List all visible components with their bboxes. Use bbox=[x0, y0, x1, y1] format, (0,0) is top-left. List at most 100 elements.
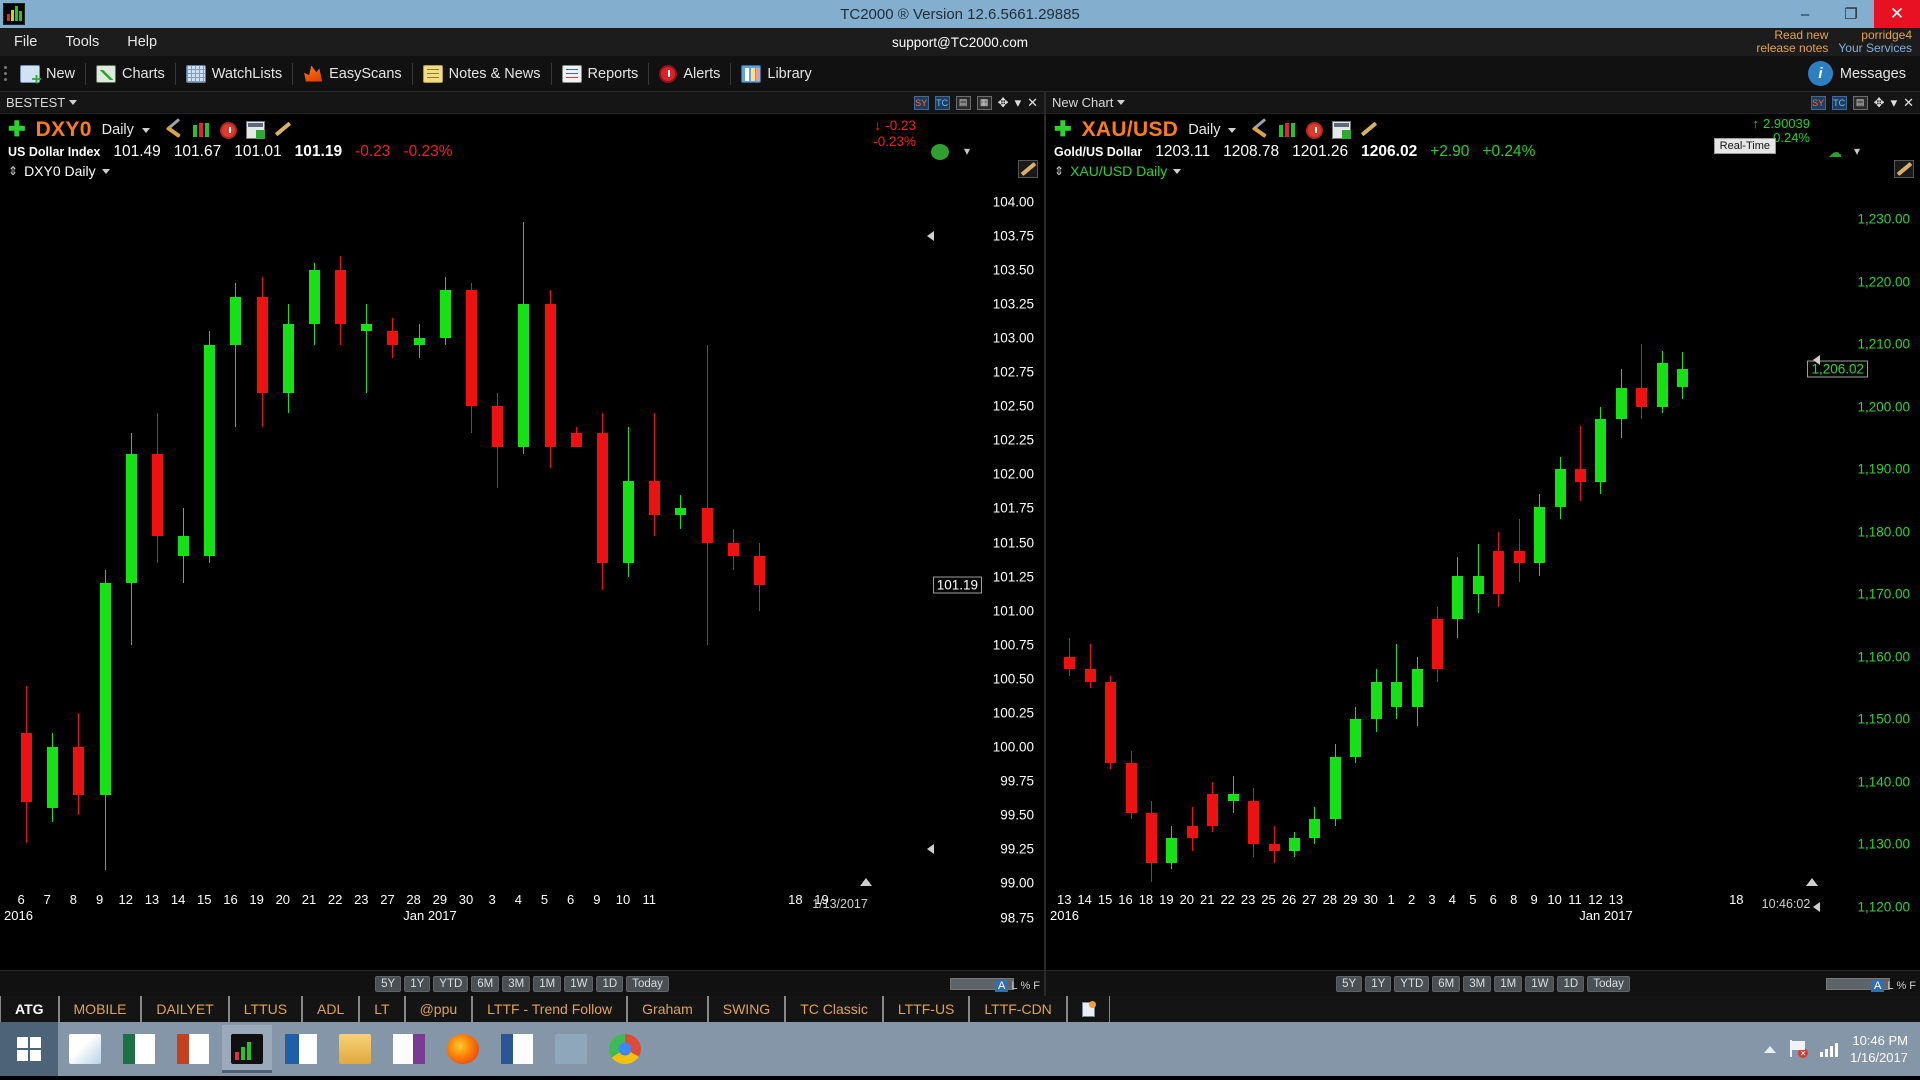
toolbar-reports-button[interactable]: Reports bbox=[552, 56, 649, 92]
left-corner-keys[interactable]: A L % F bbox=[995, 980, 1040, 992]
taskbar-outlook-icon[interactable] bbox=[276, 1025, 326, 1073]
taskbar-tc2000-icon[interactable] bbox=[222, 1025, 272, 1073]
right-pane-tab[interactable]: New Chart bbox=[1052, 95, 1126, 110]
action-center-flag-icon[interactable]: ✕ bbox=[1788, 1040, 1809, 1058]
right-key-percent[interactable]: % bbox=[1896, 980, 1907, 992]
left-timeframe-select[interactable]: Daily bbox=[102, 122, 150, 138]
timeframe-button-3m[interactable]: 3M bbox=[1463, 975, 1492, 992]
chevron-down-icon[interactable]: ▾ bbox=[1853, 144, 1860, 158]
close-icon[interactable]: ✕ bbox=[1903, 94, 1914, 110]
watchlist-tab-tc-classic[interactable]: TC Classic bbox=[785, 996, 883, 1022]
timeframe-button-ytd[interactable]: YTD bbox=[1394, 975, 1430, 992]
left-timeframe-buttons[interactable]: 5Y 1Y YTD 6M 3M 1M 1W 1D Today bbox=[375, 975, 669, 992]
left-key-l[interactable]: L bbox=[1011, 980, 1018, 992]
timeframe-button-1y[interactable]: 1Y bbox=[404, 975, 431, 992]
left-symbol[interactable]: DXY0 bbox=[35, 118, 92, 141]
tools-icon[interactable] bbox=[1250, 121, 1269, 139]
toolbar-notes-news-button[interactable]: Notes & News bbox=[413, 56, 551, 92]
taskbar-chrome-icon[interactable] bbox=[600, 1025, 650, 1073]
toolbar-watchlists-button[interactable]: WatchLists bbox=[176, 56, 292, 92]
left-chart-area[interactable]: 104.00 103.75 103.50 103.25 103.00 102.75 102.… bbox=[0, 160, 1044, 938]
menu-item-tools[interactable]: Tools bbox=[65, 34, 100, 50]
toolbar-new-button[interactable]: New bbox=[10, 56, 85, 92]
timeframe-button-1w[interactable]: 1W bbox=[564, 975, 594, 992]
left-key-percent[interactable]: % bbox=[1020, 980, 1031, 992]
left-pane-tab[interactable]: BESTEST bbox=[6, 95, 78, 110]
minimize-button[interactable]: – bbox=[1800, 5, 1810, 23]
left-key-f[interactable]: F bbox=[1033, 980, 1040, 992]
watchlist-tab-lt[interactable]: LT bbox=[359, 996, 405, 1022]
toolbar-library-button[interactable]: Library bbox=[731, 56, 821, 92]
left-price-axis[interactable]: 104.00 103.75 103.50 103.25 103.00 102.75 102.… bbox=[924, 188, 1044, 938]
move-icon[interactable]: ✥ bbox=[1873, 94, 1885, 110]
calendar-add-icon[interactable] bbox=[1332, 121, 1352, 139]
timeframe-button-ytd[interactable]: YTD bbox=[433, 975, 469, 992]
tc-toggle-icon[interactable]: TC bbox=[934, 95, 950, 110]
network-signal-icon[interactable] bbox=[1820, 1041, 1839, 1057]
windows-start-icon[interactable] bbox=[0, 1022, 58, 1076]
right-plot[interactable] bbox=[1054, 188, 1810, 938]
chevron-icon[interactable]: ▾ bbox=[1014, 94, 1022, 110]
alarm-clock-icon[interactable] bbox=[219, 121, 237, 139]
toolbar-charts-button[interactable]: Charts bbox=[86, 56, 175, 92]
right-drawing-pen-button[interactable] bbox=[1894, 160, 1914, 178]
grid-icon[interactable]: ▦ bbox=[976, 95, 992, 110]
taskbar-word-icon[interactable] bbox=[492, 1025, 542, 1073]
show-hidden-icons-icon[interactable] bbox=[1764, 1045, 1777, 1053]
toolbar-drag-handle[interactable] bbox=[0, 62, 10, 86]
close-icon[interactable]: ✕ bbox=[1027, 94, 1038, 110]
right-symbol[interactable]: XAU/USD bbox=[1081, 118, 1179, 141]
user-account-link[interactable]: porridge4 Your Services bbox=[1838, 29, 1912, 55]
right-corner-keys[interactable]: A L % F bbox=[1871, 980, 1916, 992]
sy-toggle-icon[interactable]: SY bbox=[1810, 95, 1826, 110]
right-price-axis[interactable]: 1,230.00 1,220.00 1,210.00 1,200.00 1,190.00… bbox=[1807, 188, 1920, 938]
timeframe-button-6m[interactable]: 6M bbox=[1432, 975, 1461, 992]
watchlist-tab-ppu[interactable]: @ppu bbox=[404, 996, 473, 1022]
taskbar-paint-icon[interactable] bbox=[60, 1025, 110, 1073]
left-key-a[interactable]: A bbox=[995, 980, 1009, 992]
timeframe-button-today[interactable]: Today bbox=[626, 975, 669, 992]
timeframe-button-1m[interactable]: 1M bbox=[533, 975, 562, 992]
taskbar-onenote-icon[interactable] bbox=[384, 1025, 434, 1073]
messages-button[interactable]: i Messages bbox=[1807, 61, 1920, 86]
watchlist-tab-swing[interactable]: SWING bbox=[707, 996, 786, 1022]
timeframe-button-6m[interactable]: 6M bbox=[471, 975, 500, 992]
timeframe-button-today[interactable]: Today bbox=[1587, 975, 1630, 992]
right-key-a[interactable]: A bbox=[1871, 980, 1885, 992]
watchlist-tab-mobile[interactable]: MOBILE bbox=[58, 996, 142, 1022]
bars-indicator-icon[interactable] bbox=[1278, 121, 1297, 139]
watchlist-tab-graham[interactable]: Graham bbox=[627, 996, 708, 1022]
menu-item-file[interactable]: File bbox=[14, 34, 38, 50]
timeframe-button-3m[interactable]: 3M bbox=[502, 975, 531, 992]
calendar-add-icon[interactable] bbox=[245, 121, 265, 139]
right-chart-area[interactable]: 1,230.00 1,220.00 1,210.00 1,200.00 1,190.00… bbox=[1046, 160, 1920, 938]
tools-icon[interactable] bbox=[164, 121, 183, 139]
taskbar-file-explorer-icon[interactable] bbox=[330, 1025, 380, 1073]
sy-toggle-icon[interactable]: SY bbox=[913, 95, 929, 110]
add-symbol-button[interactable]: ✚ bbox=[1054, 118, 1072, 141]
watchlist-tab-adl[interactable]: ADL bbox=[302, 996, 360, 1022]
timeframe-button-1w[interactable]: 1W bbox=[1525, 975, 1555, 992]
menu-item-help[interactable]: Help bbox=[127, 34, 158, 50]
watchlist-tab-lttf-trend-follow[interactable]: LTTF - Trend Follow bbox=[472, 996, 628, 1022]
save-icon[interactable]: ▤ bbox=[955, 95, 971, 110]
timeframe-button-1y[interactable]: 1Y bbox=[1365, 975, 1392, 992]
add-symbol-button[interactable]: ✚ bbox=[8, 118, 26, 141]
left-subtitle-row[interactable]: ⇕ DXY0 Daily bbox=[0, 161, 1044, 179]
watchlist-tab-dailyet[interactable]: DAILYET bbox=[141, 996, 229, 1022]
taskbar-excel-icon[interactable] bbox=[114, 1025, 164, 1073]
maximize-button[interactable]: ❐ bbox=[1844, 6, 1858, 23]
close-button[interactable]: ✕ bbox=[1874, 0, 1920, 28]
right-key-l[interactable]: L bbox=[1887, 980, 1894, 992]
right-key-f[interactable]: F bbox=[1909, 980, 1916, 992]
watchlist-tab-atg[interactable]: ATG bbox=[0, 996, 59, 1022]
chevron-down-icon[interactable]: ▾ bbox=[963, 144, 970, 158]
pencil-icon[interactable] bbox=[274, 121, 293, 139]
bars-indicator-icon[interactable] bbox=[192, 121, 211, 139]
right-timeframe-buttons[interactable]: 5Y 1Y YTD 6M 3M 1M 1W 1D Today bbox=[1336, 975, 1630, 992]
left-plot[interactable] bbox=[8, 188, 924, 938]
watchlist-tab-lttus[interactable]: LTTUS bbox=[228, 996, 303, 1022]
save-icon[interactable]: ▤ bbox=[1852, 95, 1868, 110]
taskbar-firefox-icon[interactable] bbox=[438, 1025, 488, 1073]
alarm-clock-icon[interactable] bbox=[1306, 121, 1324, 139]
